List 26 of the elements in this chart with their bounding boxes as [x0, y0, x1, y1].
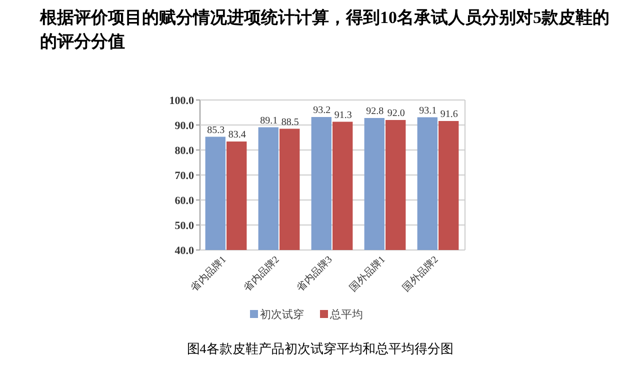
y-tick-label: 50.0	[174, 220, 194, 232]
data-label: 92.8	[366, 106, 384, 117]
data-label: 89.1	[260, 115, 278, 126]
x-tick-label: 省内品牌3	[294, 254, 335, 294]
y-tick-label: 80.0	[174, 145, 194, 157]
chart-title: 根据评价项目的赋分情况进项统计计算，得到10名承试人员分别对5款皮鞋的的评分分值	[40, 7, 610, 53]
legend-item: 初次试穿	[250, 309, 304, 321]
legend-item: 总平均	[320, 309, 363, 321]
y-tick-label: 100.0	[169, 95, 194, 107]
legend-label: 初次试穿	[260, 308, 304, 321]
x-tick-label: 国外品牌1	[347, 254, 388, 294]
data-label: 83.4	[228, 130, 246, 140]
data-label: 85.3	[207, 124, 225, 136]
legend-label: 总平均	[329, 308, 363, 321]
caption: 图4各款皮鞋产品初次试穿平均和总平均得分图	[186, 340, 454, 358]
x-tick-label: 国外品牌2	[400, 254, 441, 294]
y-tick-label: 60.0	[174, 195, 194, 207]
x-tick-label: 省内品牌2	[241, 254, 282, 294]
y-tick-label: 90.0	[174, 120, 194, 132]
data-label: 93.2	[313, 105, 331, 116]
data-label: 91.6	[440, 109, 458, 120]
data-label: 91.3	[334, 110, 352, 121]
data-label: 88.5	[281, 116, 299, 128]
data-label: 93.1	[419, 105, 437, 116]
data-label: 92.0	[387, 108, 405, 119]
y-tick-label: 70.0	[174, 170, 194, 182]
